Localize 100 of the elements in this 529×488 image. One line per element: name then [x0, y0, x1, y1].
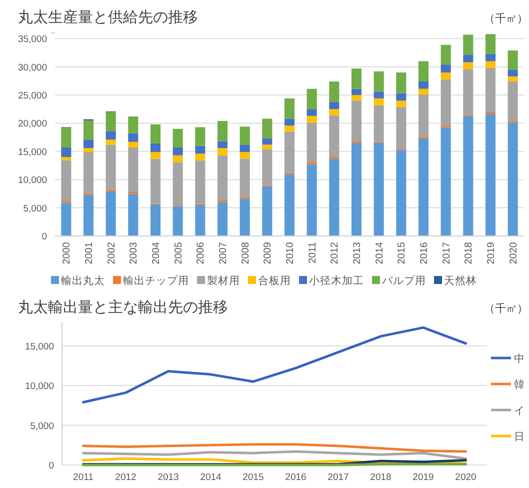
bar — [306, 116, 317, 123]
bar — [440, 72, 451, 80]
x-tick-label: 2016 — [419, 242, 430, 264]
bar — [217, 155, 228, 200]
bar — [508, 122, 518, 236]
chart-title: 丸太生産量と供給先の推移 — [18, 9, 198, 26]
bar — [485, 68, 496, 112]
bar — [240, 158, 250, 198]
bar — [106, 140, 116, 145]
y-tick-label: 15,000 — [24, 341, 54, 352]
bar — [329, 158, 340, 236]
bar — [106, 112, 116, 132]
bar — [508, 81, 518, 121]
x-tick-label: 2016 — [285, 472, 306, 483]
bar — [83, 140, 94, 148]
bar — [83, 152, 94, 194]
x-tick-label: 2001 — [84, 242, 95, 264]
bar — [485, 114, 496, 236]
bar — [217, 141, 228, 148]
bar — [262, 144, 272, 150]
y-axis-title: （千㎥） — [484, 302, 528, 315]
x-tick-label: 2012 — [330, 242, 341, 264]
line-series — [82, 326, 467, 404]
x-tick-label: 2008 — [240, 242, 252, 264]
bar — [374, 92, 384, 98]
x-tick-label: 2011 — [73, 472, 94, 483]
chart-title: 丸太輸出量と主な輸出先の推移 — [18, 299, 228, 316]
bar — [61, 147, 72, 158]
y-tick-label: 15,000 — [18, 146, 47, 158]
bar — [61, 128, 72, 148]
x-tick-label: 2011 — [307, 242, 318, 264]
x-tick-label: 2004 — [151, 242, 162, 264]
bar — [329, 81, 340, 102]
bar — [195, 160, 206, 204]
bar — [128, 147, 138, 192]
bar — [262, 138, 272, 145]
bar — [306, 164, 317, 236]
bar — [83, 194, 94, 236]
bar — [172, 162, 183, 206]
x-tick-label: 2013 — [352, 242, 363, 264]
x-tick-label: 2020 — [455, 472, 476, 483]
bar — [61, 202, 72, 236]
bar — [172, 147, 183, 156]
bar — [106, 131, 116, 140]
x-tick-label: 2014 — [200, 472, 222, 483]
bar — [440, 79, 451, 126]
x-tick-label: 2013 — [158, 472, 179, 483]
x-tick-label: 2020 — [508, 242, 520, 264]
x-tick-label: 2014 — [374, 242, 386, 264]
x-tick-label: 2009 — [262, 242, 274, 264]
x-tick-label: 2012 — [115, 472, 136, 483]
bar — [329, 115, 340, 158]
bar — [440, 64, 451, 72]
bar — [351, 100, 362, 142]
bar — [150, 124, 161, 144]
bar — [195, 146, 206, 154]
legend-label: 中 — [514, 352, 525, 365]
bar — [374, 71, 384, 92]
bar — [463, 34, 474, 55]
bar — [306, 88, 317, 110]
bar — [172, 155, 183, 162]
bar — [418, 94, 429, 137]
x-tick-label: 2015 — [242, 472, 264, 483]
bar — [396, 150, 406, 236]
bar — [329, 102, 340, 110]
legend-label: 輸出チップ用 — [123, 274, 189, 287]
x-tick-label: 2019 — [412, 472, 434, 483]
bar — [463, 69, 474, 115]
legend-label: 天然林 — [444, 274, 477, 287]
x-tick-label: 2010 — [285, 242, 296, 264]
bar — [508, 70, 518, 76]
bar — [418, 138, 429, 236]
bar — [374, 105, 384, 142]
x-tick-label: 2017 — [328, 472, 349, 483]
x-tick-label: 2018 — [370, 472, 392, 483]
legend-label: 製材用 — [207, 274, 240, 287]
legend-label: 日 — [514, 431, 525, 443]
bar — [61, 160, 72, 202]
line-series — [82, 443, 467, 453]
bar — [217, 202, 228, 236]
bar — [418, 88, 429, 94]
x-tick-label: 2007 — [218, 242, 229, 264]
bar — [396, 93, 406, 101]
bar — [463, 116, 474, 236]
bar — [83, 120, 94, 140]
x-tick-label: 2017 — [441, 242, 452, 264]
bar — [396, 106, 406, 149]
bar — [217, 120, 228, 142]
y-tick-label: 5,000 — [23, 203, 47, 214]
y-tick-label: 0 — [42, 232, 47, 242]
bar — [106, 191, 116, 236]
y-tick-label: 10,000 — [18, 175, 47, 186]
bar — [463, 62, 474, 70]
bar — [128, 194, 138, 236]
y-axis-title: （千㎥） — [484, 12, 528, 25]
y-tick-label: 30,000 — [18, 62, 47, 74]
y-tick-label: 5,000 — [30, 420, 54, 432]
bar — [262, 118, 272, 138]
bar — [485, 54, 496, 62]
bar — [150, 158, 161, 204]
